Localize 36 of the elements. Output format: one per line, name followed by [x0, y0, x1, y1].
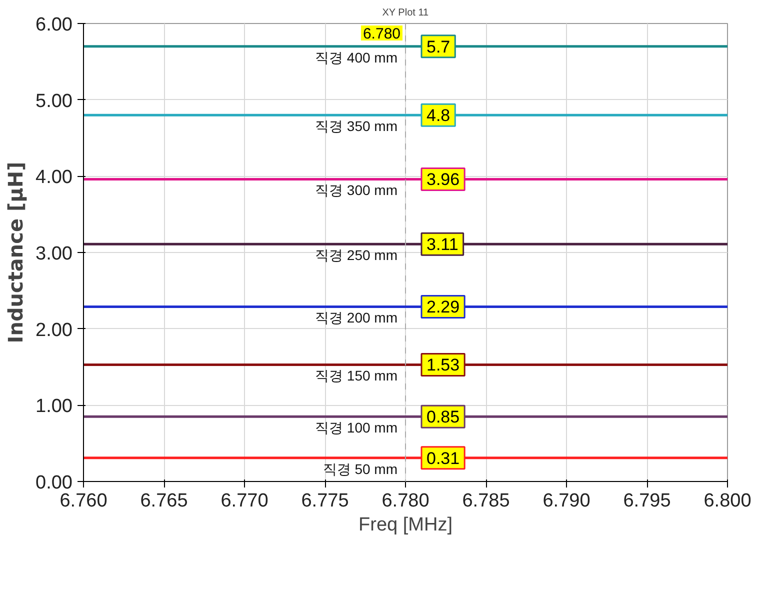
data-label: 0.31	[426, 448, 460, 468]
series-label: 직경 400 mm	[315, 49, 398, 66]
x-tick-label: 6.800	[704, 490, 752, 512]
y-tick-label: 6.00	[36, 14, 73, 36]
y-tick-label: 3.00	[36, 244, 73, 264]
series-label: 직경 50 mm	[322, 460, 398, 477]
x-tick-label: 6.785	[462, 490, 510, 512]
x-tick-label: 6.770	[220, 490, 268, 512]
data-label: 2.29	[426, 298, 460, 317]
y-axis-title: Inductance [µH]	[4, 162, 28, 344]
series-label: 직경 100 mm	[315, 420, 398, 436]
y-tick-label: 0.00	[36, 472, 73, 494]
series-label: 직경 200 mm	[315, 310, 398, 326]
y-tick-label: 1.00	[36, 396, 73, 418]
chart-title: XY Plot 11	[382, 8, 430, 18]
ref-line-label: 6.780	[362, 26, 401, 42]
data-label: 4.8	[426, 106, 450, 126]
data-label: 3.96	[426, 170, 460, 190]
series-label: 직경 350 mm	[315, 118, 398, 134]
x-tick-label: 6.790	[542, 490, 590, 512]
series-label: 직경 300 mm	[315, 182, 398, 198]
data-label: 3.11	[426, 235, 458, 254]
x-tick-label: 6.775	[301, 490, 349, 512]
x-tick-label: 6.765	[140, 490, 188, 512]
x-axis-title: Freq [MHz]	[358, 514, 452, 536]
series-label: 직경 150 mm	[315, 368, 398, 384]
x-tick-label: 6.780	[382, 490, 430, 512]
data-label: 0.85	[426, 408, 460, 427]
data-label: 1.53	[426, 356, 460, 375]
data-label: 5.7	[426, 37, 450, 56]
y-tick-label: 2.00	[36, 320, 73, 341]
y-tick-label: 5.00	[36, 90, 73, 112]
x-tick-label: 6.795	[623, 490, 671, 512]
series-label: 직경 250 mm	[315, 247, 398, 264]
y-tick-label: 4.00	[36, 167, 73, 188]
x-tick-label: 6.760	[60, 490, 108, 512]
